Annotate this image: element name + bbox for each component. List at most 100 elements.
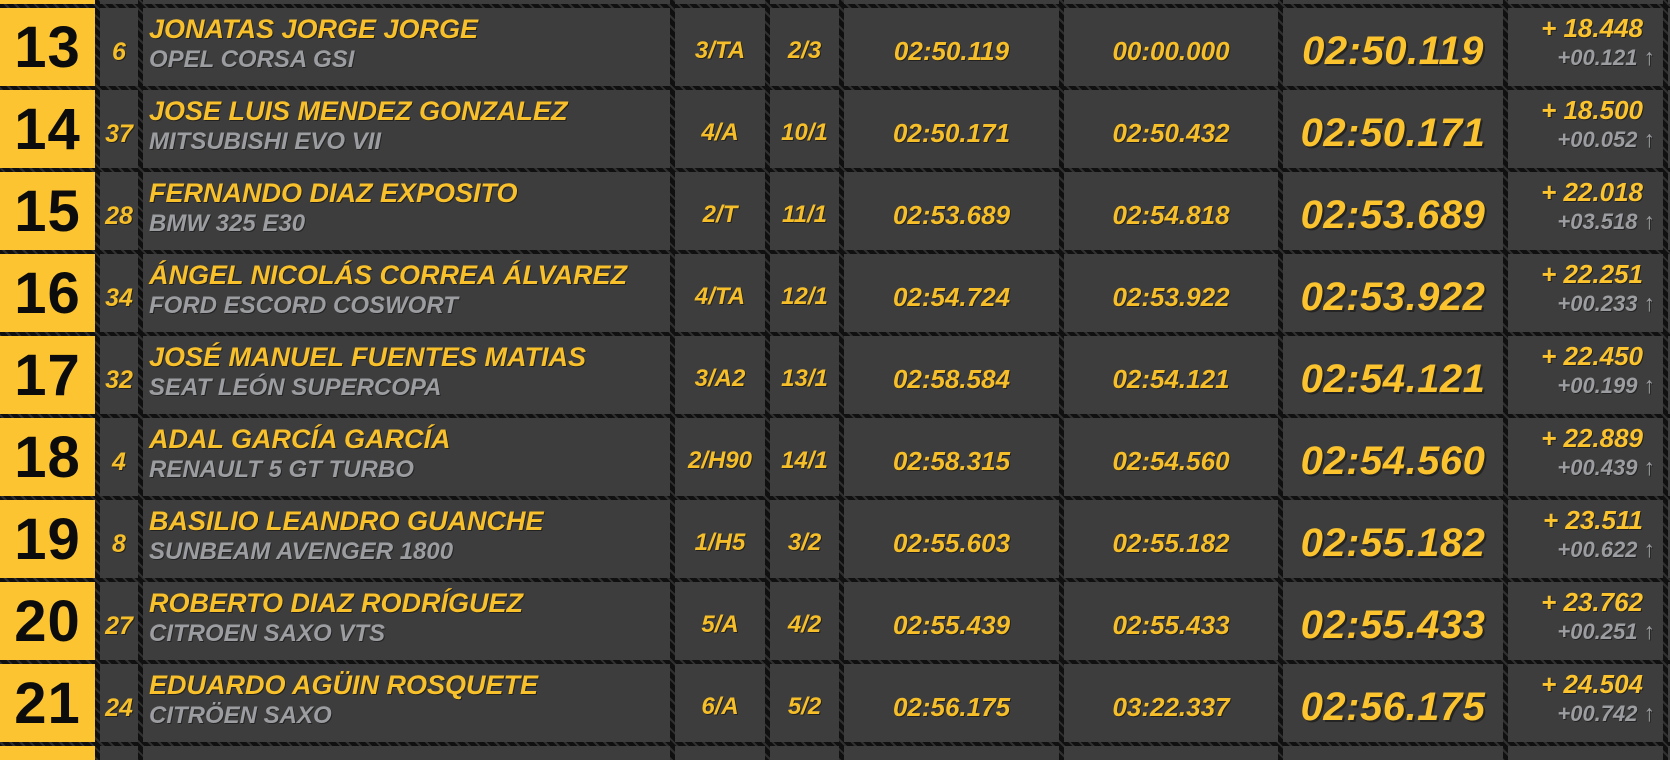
- time-a-cell: 02:56.175: [844, 664, 1059, 742]
- overall-position: 19: [14, 507, 81, 572]
- overall-position: 18: [14, 425, 81, 490]
- class: 5/A: [701, 611, 739, 638]
- time-a: 02:56.175: [892, 691, 1011, 722]
- class-position-cell: 11/1: [770, 172, 839, 250]
- class: 3/TA: [694, 37, 746, 64]
- driver-name: JOSE LUIS MENDEZ GONZALEZ: [149, 96, 568, 126]
- driver-cell: EDUARDO AGÜIN ROSQUETE CITRÖEN SAXO: [143, 664, 670, 742]
- table-row[interactable]: 19 8 BASILIO LEANDRO GUANCHE SUNBEAM AVE…: [0, 500, 1670, 578]
- edge-sliver-cell: [1668, 254, 1670, 332]
- table-row[interactable]: 13 6 JONATAS JORGE JORGE OPEL CORSA GSI …: [0, 8, 1670, 86]
- class-position-cell: 5/2: [770, 664, 839, 742]
- overall-position-cell: 13: [0, 8, 95, 86]
- edge-position-cell: [0, 746, 95, 760]
- table-row[interactable]: 16 34 ÁNGEL NICOLÁS CORREA ÁLVAREZ FORD …: [0, 254, 1670, 332]
- class-position: 10/1: [781, 119, 828, 146]
- up-arrow-icon: ↑: [1643, 126, 1656, 152]
- overall-position-cell: 16: [0, 254, 95, 332]
- time-b-cell: 02:55.433: [1064, 582, 1278, 660]
- car-model: CITROEN SAXO VTS: [149, 620, 386, 647]
- car-number: 37: [105, 119, 133, 148]
- driver-cell: ADAL GARCÍA GARCÍA RENAULT 5 GT TURBO: [143, 418, 670, 496]
- class-cell: 2/H90: [675, 418, 765, 496]
- car-number-cell: 6: [100, 8, 138, 86]
- gap-to-leader: + 23.762: [1541, 587, 1643, 617]
- class: 4/TA: [694, 283, 746, 310]
- class-cell: 3/TA: [675, 8, 765, 86]
- overall-position-cell: 20: [0, 582, 95, 660]
- table-row[interactable]: 18 4 ADAL GARCÍA GARCÍA RENAULT 5 GT TUR…: [0, 418, 1670, 496]
- stage-time: 02:50.171: [1300, 110, 1486, 155]
- time-b-cell: 02:50.432: [1064, 90, 1278, 168]
- gap-cell: + 22.018 +03.518 ↑: [1508, 172, 1663, 250]
- car-number: 4: [112, 447, 126, 476]
- time-b: 02:55.433: [1112, 609, 1230, 640]
- class-position-cell: 2/3: [770, 8, 839, 86]
- gap-cell: + 22.450 +00.199 ↑: [1508, 336, 1663, 414]
- time-a-cell: 02:54.724: [844, 254, 1059, 332]
- time-a: 02:50.171: [892, 117, 1011, 148]
- gap-to-leader: + 22.889: [1541, 423, 1643, 453]
- overall-position: 13: [14, 15, 81, 80]
- table-row[interactable]: 15 28 FERNANDO DIAZ EXPOSITO BMW 325 E30…: [0, 172, 1670, 250]
- gap-cell: + 22.251 +00.233 ↑: [1508, 254, 1663, 332]
- car-number-cell: 34: [100, 254, 138, 332]
- up-arrow-icon: ↑: [1643, 208, 1656, 234]
- class-position: 13/1: [781, 365, 828, 392]
- stage-time-cell: 02:53.689: [1283, 172, 1503, 250]
- gap-to-previous: +00.439 ↑: [1557, 454, 1655, 480]
- class-cell: 5/A: [675, 582, 765, 660]
- table-row[interactable]: 17 32 JOSÉ MANUEL FUENTES MATIAS SEAT LE…: [0, 336, 1670, 414]
- next-row-edge: [0, 746, 1670, 760]
- driver-name: BASILIO LEANDRO GUANCHE: [149, 506, 544, 536]
- gap-cell: + 24.504 +00.742 ↑: [1508, 664, 1663, 742]
- stage-time: 02:56.175: [1300, 684, 1486, 729]
- gap-to-leader: + 22.251: [1541, 259, 1643, 289]
- edge-sliver-cell: [1668, 8, 1670, 86]
- overall-position-cell: 21: [0, 664, 95, 742]
- stage-time: 02:54.560: [1300, 438, 1486, 483]
- time-b-cell: 02:54.560: [1064, 418, 1278, 496]
- time-b: 02:54.560: [1112, 445, 1230, 476]
- driver-cell: ROBERTO DIAZ RODRÍGUEZ CITROEN SAXO VTS: [143, 582, 670, 660]
- time-a-cell: 02:58.584: [844, 336, 1059, 414]
- class-position-cell: 4/2: [770, 582, 839, 660]
- table-row[interactable]: 20 27 ROBERTO DIAZ RODRÍGUEZ CITROEN SAX…: [0, 582, 1670, 660]
- results-rows: 13 6 JONATAS JORGE JORGE OPEL CORSA GSI …: [0, 8, 1670, 742]
- time-b-cell: 00:00.000: [1064, 8, 1278, 86]
- gap-to-previous: +00.251 ↑: [1557, 618, 1655, 644]
- overall-position-cell: 14: [0, 90, 95, 168]
- table-row[interactable]: 14 37 JOSE LUIS MENDEZ GONZALEZ MITSUBIS…: [0, 90, 1670, 168]
- car-number-cell: 24: [100, 664, 138, 742]
- stage-time: 02:54.121: [1300, 356, 1486, 401]
- gap-to-previous: +00.742 ↑: [1557, 700, 1655, 726]
- time-a: 02:50.119: [893, 35, 1010, 66]
- stage-time: 02:53.689: [1300, 192, 1486, 237]
- overall-position: 14: [14, 97, 81, 162]
- driver-cell: ÁNGEL NICOLÁS CORREA ÁLVAREZ FORD ESCORD…: [143, 254, 670, 332]
- driver-name: FERNANDO DIAZ EXPOSITO: [149, 178, 518, 208]
- stage-time: 02:55.433: [1300, 602, 1486, 647]
- class-position-cell: 14/1: [770, 418, 839, 496]
- class: 3/A2: [694, 365, 746, 392]
- class-position: 5/2: [787, 693, 822, 720]
- car-number: 32: [105, 365, 133, 394]
- car-number-cell: 37: [100, 90, 138, 168]
- class-position: 2/3: [787, 37, 822, 64]
- table-row[interactable]: 21 24 EDUARDO AGÜIN ROSQUETE CITRÖEN SAX…: [0, 664, 1670, 742]
- gap-cell: + 23.762 +00.251 ↑: [1508, 582, 1663, 660]
- time-b-cell: 03:22.337: [1064, 664, 1278, 742]
- car-model: FORD ESCORD COSWORT: [149, 292, 458, 319]
- stage-time: 02:55.182: [1300, 520, 1486, 565]
- gap-to-leader: + 23.511: [1542, 505, 1643, 535]
- class-cell: 4/A: [675, 90, 765, 168]
- car-number: 27: [105, 611, 133, 640]
- time-b-cell: 02:53.922: [1064, 254, 1278, 332]
- class: 2/H90: [687, 447, 753, 474]
- driver-cell: JOSE LUIS MENDEZ GONZALEZ MITSUBISHI EVO…: [143, 90, 670, 168]
- driver-cell: BASILIO LEANDRO GUANCHE SUNBEAM AVENGER …: [143, 500, 670, 578]
- time-b: 02:54.818: [1112, 199, 1230, 230]
- stage-time-cell: 02:50.171: [1283, 90, 1503, 168]
- edge-sliver-cell: [1668, 418, 1670, 496]
- gap-to-leader: + 18.500: [1541, 95, 1643, 125]
